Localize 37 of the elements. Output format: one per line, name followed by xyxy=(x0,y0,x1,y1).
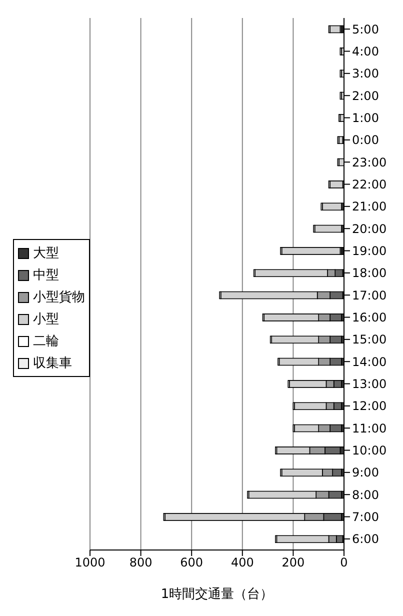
x-tick-label: 400 xyxy=(230,556,254,570)
y-tick-label: 13:00 xyxy=(352,377,387,392)
y-tick-label: 19:00 xyxy=(352,244,387,258)
y-tick-label: 16:00 xyxy=(352,310,387,325)
x-tick-label: 1000 xyxy=(74,556,106,570)
legend-label: 中型 xyxy=(33,267,59,284)
y-tick-label: 14:00 xyxy=(352,354,387,369)
y-tick-label: 7:00 xyxy=(352,510,379,524)
y-tick-label: 11:00 xyxy=(352,421,387,436)
x-axis-title: 1時間交通量（台） xyxy=(160,586,274,602)
y-tick-label: 1:00 xyxy=(352,111,379,126)
y-tick-label: 3:00 xyxy=(352,66,379,81)
legend-label: 二輪 xyxy=(33,333,59,350)
y-tick-label: 23:00 xyxy=(352,155,387,170)
x-tick-label: 200 xyxy=(282,556,305,570)
y-tick-label: 5:00 xyxy=(352,22,379,36)
y-tick-label: 12:00 xyxy=(352,399,387,414)
y-tick-label: 0:00 xyxy=(352,133,379,148)
x-tick-label: 0 xyxy=(340,556,348,570)
y-tick-label: 4:00 xyxy=(352,44,379,59)
y-tick-label: 8:00 xyxy=(352,488,379,502)
y-tick-label: 10:00 xyxy=(352,444,387,458)
x-tick-label: 600 xyxy=(180,556,204,570)
y-tick-label: 21:00 xyxy=(352,200,387,214)
y-tick-label: 15:00 xyxy=(352,332,387,347)
y-tick-label: 20:00 xyxy=(352,222,387,236)
legend-label: 小型貨物 xyxy=(33,289,85,306)
legend-label: 大型 xyxy=(33,245,59,262)
y-tick-label: 18:00 xyxy=(352,266,387,280)
legend-label: 小型 xyxy=(33,311,59,328)
y-tick-label: 22:00 xyxy=(352,178,387,192)
y-tick-label: 17:00 xyxy=(352,288,387,302)
y-tick-label: 6:00 xyxy=(352,532,379,546)
legend-label: 収集車 xyxy=(33,355,72,372)
y-tick-label: 2:00 xyxy=(352,88,379,103)
x-tick-label: 800 xyxy=(129,556,152,570)
y-tick-label: 9:00 xyxy=(352,466,379,480)
